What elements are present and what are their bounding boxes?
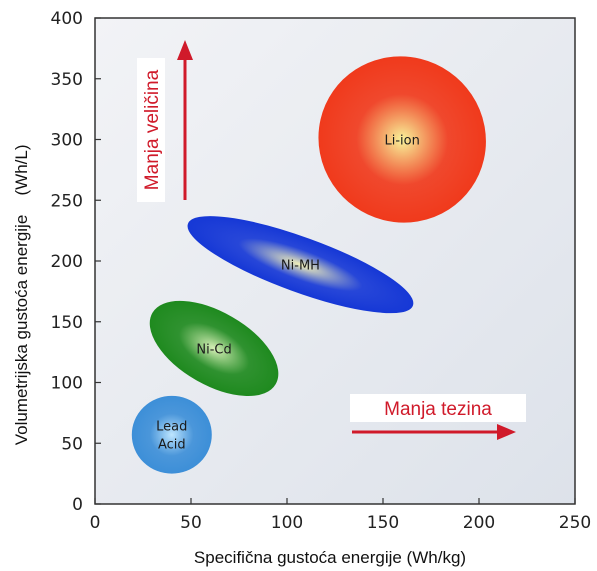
- y-tick-label: 50: [61, 434, 83, 454]
- x-tick-label: 50: [180, 513, 202, 533]
- annotation-background: [350, 394, 526, 422]
- x-tick-label: 200: [463, 513, 495, 533]
- y-tick-label: 0: [72, 495, 83, 515]
- region-ni-cd: [149, 300, 279, 397]
- region-label-lead-acid: Acid: [158, 438, 186, 453]
- y-tick-label: 150: [51, 313, 83, 333]
- annotation-manja-velicina: Manja veličina: [142, 69, 163, 190]
- region-li-ion: [318, 56, 486, 223]
- arrow-right-head: [497, 424, 516, 440]
- y-tick-label: 350: [51, 70, 83, 90]
- y-tick-label: 250: [51, 191, 83, 211]
- x-axis-label: Specifična gustoća energije (Wh/kg): [194, 548, 466, 567]
- y-tick-label: 200: [51, 252, 83, 272]
- x-tick-label: 0: [90, 513, 101, 533]
- x-tick-label: 100: [271, 513, 303, 533]
- region-label-ni-mh: Ni-MH: [281, 259, 320, 274]
- region-label-ni-cd: Ni-Cd: [196, 342, 231, 357]
- region-ni-mh: [187, 216, 414, 314]
- x-tick-label: 150: [367, 513, 399, 533]
- region-lead-acid: [131, 395, 212, 474]
- region-label-lead-acid: Lead: [156, 420, 187, 435]
- annotation-background: [137, 58, 165, 202]
- y-axis-label: Volumetrijska gustoća energije: [12, 215, 31, 446]
- x-tick-label: 250: [559, 513, 591, 533]
- y-tick-label: 400: [51, 9, 83, 29]
- region-label-li-ion: Li-ion: [385, 134, 420, 149]
- y-tick-label: 300: [51, 131, 83, 151]
- y-axis-unit: (Wh/L): [12, 145, 31, 196]
- y-tick-label: 100: [51, 374, 83, 394]
- annotation-manja-tezina: Manja tezina: [384, 399, 492, 420]
- arrow-up-head: [177, 40, 193, 60]
